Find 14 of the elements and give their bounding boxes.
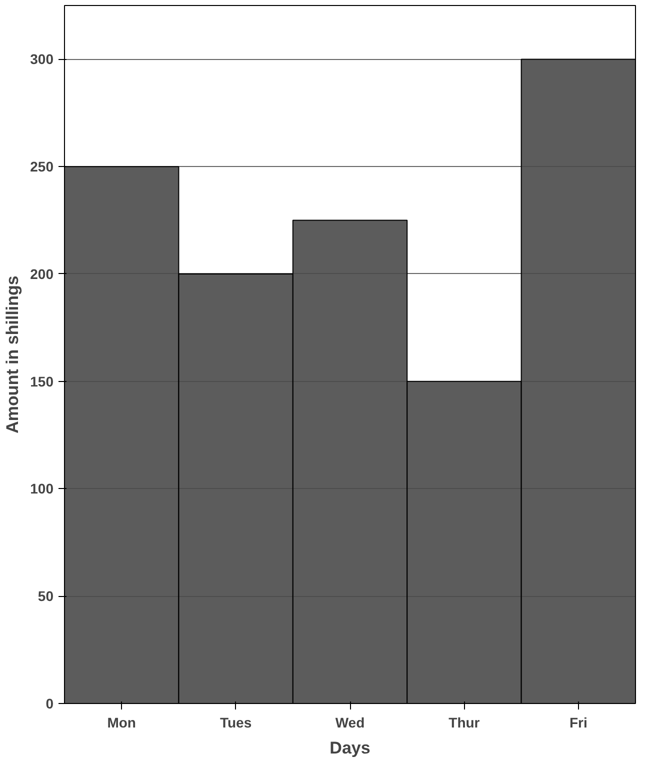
y-tick-label: 200 xyxy=(30,266,54,282)
y-tick-label: 300 xyxy=(30,51,54,68)
x-axis-title: Days xyxy=(330,738,370,758)
y-tick-label: 50 xyxy=(38,588,54,604)
x-tick-label: Mon xyxy=(107,714,136,730)
x-tick-label: Tues xyxy=(220,714,252,730)
x-tick-label: Wed xyxy=(335,714,365,730)
x-tick-label: Fri xyxy=(569,714,588,730)
y-tick-label: 0 xyxy=(46,696,54,712)
y-tick-label: 100 xyxy=(30,480,54,497)
y-axis-title: Amount in shillings xyxy=(3,276,22,434)
y-tick-label: 250 xyxy=(30,158,54,175)
y-tick-label: 150 xyxy=(30,373,54,390)
x-tick-label: Thur xyxy=(448,714,480,730)
